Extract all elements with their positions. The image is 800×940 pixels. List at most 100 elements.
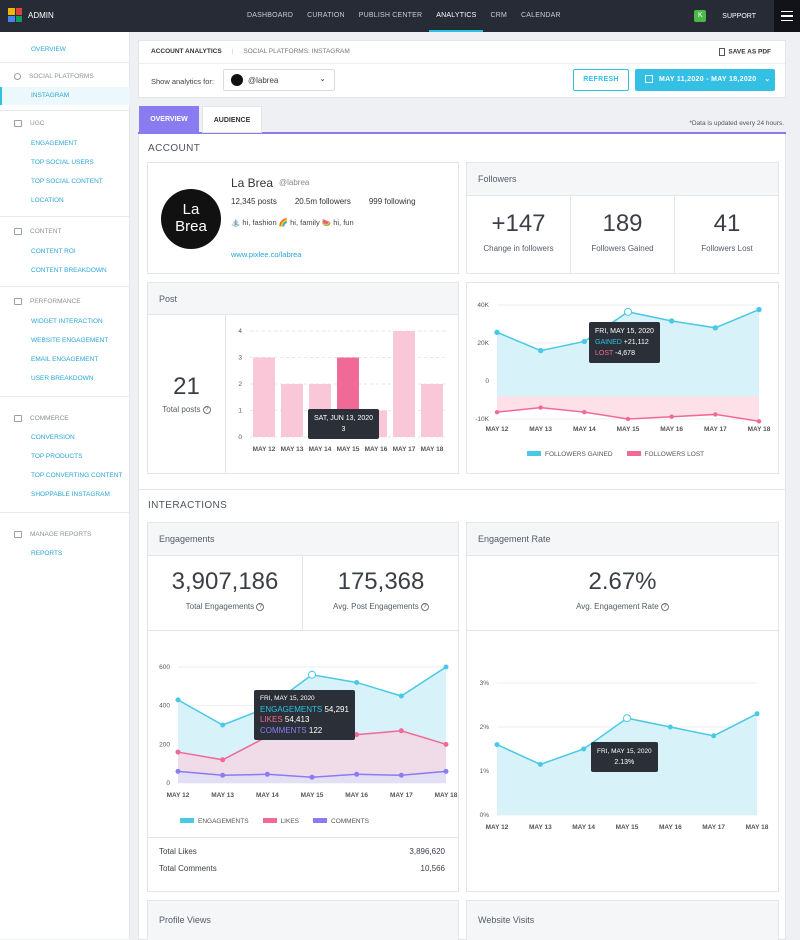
sidebar-item-website[interactable]: WEBSITE ENGAGEMENT — [31, 337, 109, 344]
nav-dashboard[interactable]: DASHBOARD — [247, 12, 294, 19]
help-icon[interactable]: ? — [420, 602, 429, 611]
sidebar-item-content-breakdown[interactable]: CONTENT BREAKDOWN — [31, 267, 107, 274]
rate-point — [667, 724, 673, 730]
rate-point — [711, 733, 717, 739]
x-tick-label: MAY 18 — [748, 426, 771, 433]
support-link[interactable]: SUPPORT — [722, 12, 756, 20]
user-badge[interactable]: K — [694, 10, 707, 22]
x-tick-label: MAY 15 — [616, 824, 639, 831]
account-select[interactable]: @labrea ⌄ — [223, 69, 335, 91]
profile-tags: ⛲ hi, fashion 🌈 hi, family 🍉 hi, fun — [231, 218, 354, 227]
profile-card: La Brea La Brea @labrea 12,345 posts 20.… — [147, 162, 459, 274]
gauge-icon — [14, 298, 22, 305]
sidebar-item-top-products[interactable]: TOP PRODUCTS — [31, 453, 83, 460]
bar — [253, 357, 275, 437]
sidebar-item-top-content[interactable]: TOP SOCIAL CONTENT — [31, 178, 103, 185]
y-tick-label: 0 — [166, 780, 170, 787]
tab-audience[interactable]: AUDIENCE — [202, 106, 262, 133]
gained-point — [537, 347, 544, 354]
sidebar-item-top-users[interactable]: TOP SOCIAL USERS — [31, 159, 94, 166]
legend-engagements[interactable]: ENGAGEMENTS — [180, 818, 249, 825]
account-select-value: @labrea — [248, 75, 279, 85]
nav-curation[interactable]: CURATION — [307, 12, 345, 19]
comments-point — [175, 768, 181, 774]
website-visits-title: Website Visits — [467, 901, 778, 940]
menu-icon[interactable] — [774, 0, 800, 32]
y-tick-label: 200 — [159, 741, 170, 748]
y-tick-label: -10K — [475, 416, 489, 423]
refresh-button[interactable]: REFRESH — [573, 69, 629, 91]
brand[interactable]: ADMIN — [8, 8, 54, 22]
sidebar-item-user-breakdown[interactable]: USER BREAKDOWN — [31, 375, 94, 382]
x-tick-label: MAY 17 — [390, 792, 413, 799]
account-avatar — [231, 74, 243, 86]
help-icon[interactable]: ? — [660, 602, 669, 611]
legend-likes[interactable]: LIKES — [262, 818, 299, 825]
sidebar-item-conversion[interactable]: CONVERSION — [31, 434, 75, 441]
avg-engagement-rate: 2.67% Avg. Engagement Rate ? — [467, 556, 778, 631]
nav-publish-center[interactable]: PUBLISH CENTER — [358, 12, 423, 19]
y-tick-label: 3 — [238, 355, 242, 362]
sidebar-item-engagement[interactable]: ENGAGEMENT — [31, 140, 78, 147]
followers-card-title: Followers — [467, 163, 778, 196]
sidebar-item-widget[interactable]: WIDGET INTERACTION — [31, 318, 103, 325]
file-icon — [719, 48, 726, 56]
gained-point — [668, 318, 675, 324]
save-pdf-button[interactable]: SAVE AS PDF — [719, 48, 771, 56]
x-tick-label: MAY 16 — [345, 792, 368, 799]
x-tick-label: MAY 14 — [256, 792, 279, 799]
profile-url[interactable]: www.pixlee.co/labrea — [231, 250, 302, 259]
x-tick-label: MAY 16 — [659, 824, 682, 831]
y-tick-label: 0 — [238, 434, 242, 441]
sidebar-item-shoppable[interactable]: SHOPPABLE INSTAGRAM — [31, 491, 110, 498]
change-in-followers: +147 Change in followers — [467, 196, 571, 274]
y-tick-label: 2% — [480, 724, 490, 731]
nav-calendar[interactable]: CALENDAR — [521, 12, 561, 19]
sidebar-item-overview[interactable]: OVERVIEW — [31, 46, 66, 53]
x-tick-label: MAY 13 — [281, 446, 304, 453]
help-icon[interactable]: ? — [202, 405, 211, 414]
lost-point — [582, 409, 587, 415]
help-icon[interactable]: ? — [256, 602, 265, 611]
cart-icon — [14, 415, 22, 422]
chevron-down-icon: ⌄ — [319, 74, 326, 83]
sidebar-item-location[interactable]: LOCATION — [31, 197, 64, 204]
profile-views-card: Profile Views — [147, 900, 459, 940]
sidebar-item-email[interactable]: EMAIL ENGAGEMENT — [31, 356, 99, 363]
likes-point — [220, 757, 226, 763]
sidebar-item-instagram[interactable]: INSTAGRAM — [31, 92, 70, 99]
sidebar-item-content-roi[interactable]: CONTENT ROI — [31, 248, 76, 255]
sidebar-item-top-converting[interactable]: TOP CONVERTING CONTENT — [31, 472, 123, 479]
followers-legend: FOLLOWERS GAINED FOLLOWERS LOST — [527, 451, 704, 458]
x-tick-label: MAY 14 — [572, 824, 595, 831]
total-comments-value: 10,566 — [420, 864, 445, 873]
followers-chart-tooltip: FRI, MAY 15, 2020 GAINED +21,112 LOST -4… — [589, 322, 660, 363]
sidebar-head-social: SOCIAL PLATFORMS — [14, 73, 94, 80]
legend-followers-lost[interactable]: FOLLOWERS LOST — [626, 451, 704, 458]
x-tick-label: MAY 16 — [660, 426, 683, 433]
lost-point — [669, 414, 674, 419]
x-tick-label: MAY 17 — [702, 824, 725, 831]
sidebar-item-reports[interactable]: REPORTS — [31, 550, 63, 557]
legend-comments[interactable]: COMMENTS — [313, 818, 369, 825]
ugc-icon — [14, 120, 22, 127]
nav-analytics[interactable]: ANALYTICS — [429, 0, 484, 32]
tab-overview[interactable]: OVERVIEW — [139, 106, 199, 133]
show-analytics-label: Show analytics for: — [151, 77, 214, 86]
account-section-title: ACCOUNT — [148, 143, 201, 154]
gained-point — [756, 306, 762, 313]
date-range-button[interactable]: MAY 11,2020 - MAY 18,2020 ⌄ — [635, 69, 775, 91]
top-nav: DASHBOARD CURATION PUBLISH CENTER ANALYT… — [240, 0, 568, 32]
y-tick-label: 0% — [480, 812, 490, 819]
sidebar-head-commerce: COMMERCE — [14, 415, 69, 422]
breadcrumb-account[interactable]: ACCOUNT ANALYTICS — [151, 48, 222, 55]
x-tick-label: MAY 12 — [167, 792, 190, 799]
nav-crm[interactable]: CRM — [490, 12, 508, 19]
sidebar-active-indicator — [0, 87, 130, 105]
interactions-section-title: INTERACTIONS — [148, 500, 228, 511]
y-tick-label: 4 — [238, 328, 242, 335]
sidebar: OVERVIEW SOCIAL PLATFORMS INSTAGRAM UGC … — [0, 32, 130, 939]
calendar-icon — [645, 75, 653, 84]
rate-point — [537, 761, 543, 767]
legend-followers-gained[interactable]: FOLLOWERS GAINED — [527, 451, 613, 458]
